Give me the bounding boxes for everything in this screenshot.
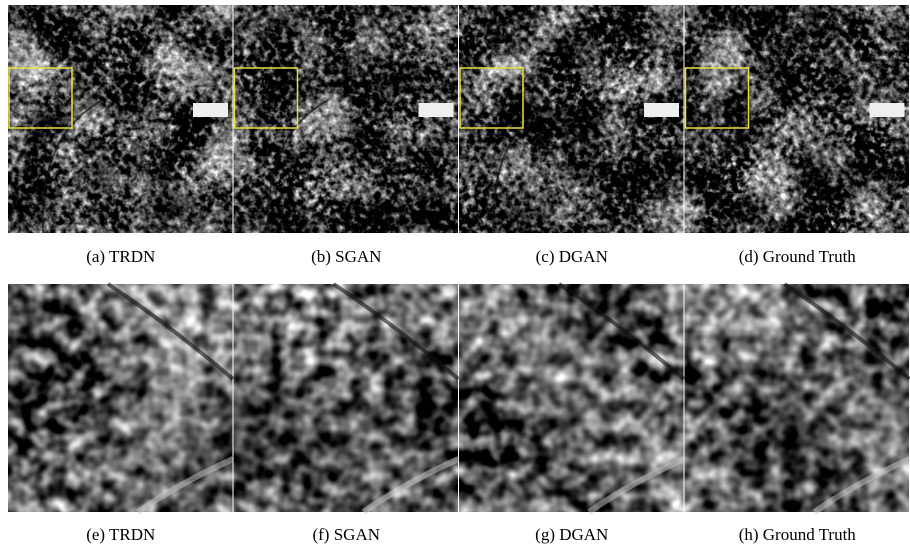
image-feature xyxy=(644,103,679,117)
caption: (g) DGAN xyxy=(535,525,608,544)
image-panel xyxy=(459,5,684,233)
image-panel xyxy=(8,5,233,233)
caption: (e) TRDN xyxy=(86,525,155,544)
figure: (a) TRDN (b) SGAN (c) DGAN (d) Ground Truth… xyxy=(0,0,910,548)
caption: (h) Ground Truth xyxy=(739,525,857,544)
caption: (f) SGAN xyxy=(312,525,380,544)
caption: (a) TRDN xyxy=(86,247,155,266)
image-panel xyxy=(234,5,459,233)
image-feature xyxy=(870,103,905,117)
image-feature xyxy=(419,103,454,117)
caption: (c) DGAN xyxy=(536,247,608,266)
caption: (b) SGAN xyxy=(311,247,381,266)
image-panel xyxy=(685,5,910,233)
image-feature xyxy=(193,103,228,117)
caption: (d) Ground Truth xyxy=(739,247,857,266)
